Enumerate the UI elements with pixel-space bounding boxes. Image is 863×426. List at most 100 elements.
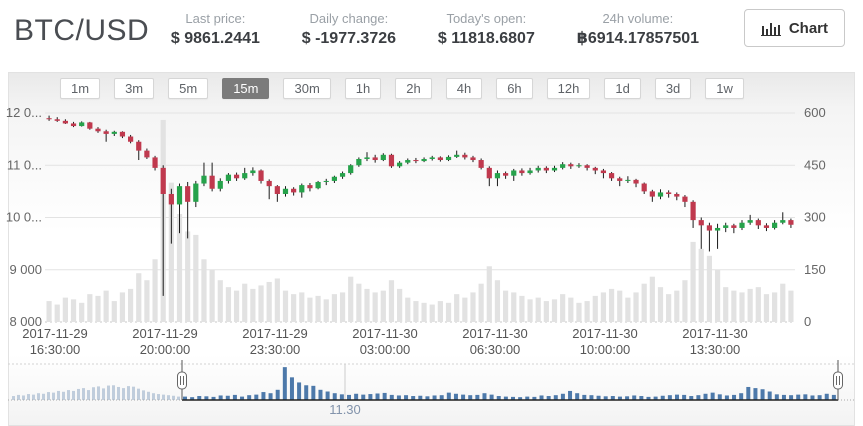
candle-body bbox=[291, 188, 297, 193]
navigator-bar-selected bbox=[425, 396, 430, 400]
volume-bar bbox=[356, 283, 362, 322]
navigator-bar-selected bbox=[218, 395, 223, 400]
candle-body bbox=[454, 154, 460, 157]
interval-button-4h[interactable]: 4h bbox=[445, 78, 483, 99]
volume-bar bbox=[225, 287, 232, 322]
candle-body bbox=[242, 173, 248, 179]
candle-body bbox=[462, 154, 468, 158]
candle-body bbox=[568, 164, 574, 167]
x-tick-time: 23:30:00 bbox=[250, 342, 301, 357]
chart-button[interactable]: Chart bbox=[743, 9, 845, 47]
interval-button-1h[interactable]: 1h bbox=[344, 78, 382, 99]
stat-value: $ 9861.2441 bbox=[170, 30, 260, 47]
x-tick-time: 13:30:00 bbox=[690, 342, 741, 357]
volume-bar bbox=[706, 255, 713, 322]
volume-bar bbox=[79, 302, 85, 322]
price-chart[interactable]: 12 0... 600 11 0... 450 10 0... 300 9 000 150 8 … bbox=[0, 100, 863, 426]
navigator-bar-selected bbox=[511, 396, 515, 400]
stat-label: Last price: bbox=[185, 11, 246, 26]
navigator-bar-selected bbox=[710, 392, 715, 400]
volume-bar bbox=[519, 295, 525, 322]
x-tick-date: 2017-11-30 bbox=[462, 326, 528, 341]
x-tick-date: 2017-11-30 bbox=[352, 326, 418, 341]
volume-bar bbox=[258, 285, 264, 322]
navigator-bar-selected bbox=[589, 395, 594, 400]
volume-bar bbox=[388, 280, 395, 322]
interval-button-1w[interactable]: 1w bbox=[705, 78, 744, 99]
navigator-bar-selected bbox=[190, 397, 195, 400]
candle-body bbox=[633, 179, 639, 184]
candle-body bbox=[299, 185, 305, 193]
navigator-bar-selected bbox=[646, 396, 651, 400]
candle-body bbox=[502, 173, 509, 176]
price-axis-label: 9 000 bbox=[9, 262, 42, 277]
interval-button-1m[interactable]: 1m bbox=[60, 78, 101, 99]
navigator-bar-selected bbox=[831, 394, 836, 400]
interval-button-12h[interactable]: 12h bbox=[546, 78, 591, 99]
candle-body bbox=[690, 201, 696, 221]
interval-button-2h[interactable]: 2h bbox=[395, 78, 432, 99]
navigator-bar-selected bbox=[282, 367, 287, 400]
navigator-bar-selected bbox=[311, 385, 316, 400]
navigator-bar-unselected bbox=[82, 388, 85, 400]
navigator-bar-selected bbox=[482, 393, 487, 400]
interval-button-5m[interactable]: 5m bbox=[168, 78, 209, 99]
navigator-bar-unselected bbox=[72, 390, 75, 400]
interval-button-15m[interactable]: 15m bbox=[222, 78, 270, 99]
candle-body bbox=[217, 180, 223, 189]
navigator-bar-selected bbox=[753, 388, 758, 400]
volume-bar bbox=[266, 281, 272, 322]
navigator-bar-unselected bbox=[62, 391, 65, 400]
stat-24h-volume: 24h volume: ฿6914.17857501 bbox=[577, 10, 699, 48]
candle-body bbox=[348, 165, 354, 174]
volume-bar bbox=[576, 302, 582, 322]
interval-button-3m[interactable]: 3m bbox=[114, 78, 155, 99]
interval-button-3d[interactable]: 3d bbox=[654, 78, 692, 99]
navigator-handle-left[interactable] bbox=[177, 360, 187, 400]
candle-body bbox=[266, 180, 272, 187]
navigator-bar-selected bbox=[211, 396, 216, 400]
navigator[interactable]: 11.30 bbox=[8, 360, 855, 417]
pair-title: BTC/USD bbox=[14, 14, 150, 47]
candle-body bbox=[127, 136, 134, 142]
volume-axis-label: 0 bbox=[804, 314, 811, 329]
volume-bar bbox=[364, 288, 370, 322]
candle-body bbox=[136, 141, 142, 151]
volume-bar bbox=[127, 288, 134, 322]
navigator-bar-selected bbox=[375, 393, 380, 400]
candle-body bbox=[413, 160, 419, 162]
volume-bar bbox=[274, 278, 280, 322]
navigator-handle-right[interactable] bbox=[833, 360, 843, 400]
stat-today-s-open: Today's open: $ 11818.6807 bbox=[438, 10, 535, 48]
interval-button-1d[interactable]: 1d bbox=[604, 78, 641, 99]
volume-bar bbox=[772, 292, 778, 322]
candle-body bbox=[445, 156, 452, 161]
volume-bar bbox=[584, 301, 590, 322]
volume-bar bbox=[747, 288, 753, 322]
volume-bar bbox=[462, 297, 468, 322]
navigator-bar-selected bbox=[496, 396, 501, 400]
volume-bar bbox=[763, 294, 770, 322]
chart-button-label: Chart bbox=[788, 19, 828, 37]
navigator-bar-selected bbox=[539, 395, 544, 400]
volume-bar bbox=[87, 294, 93, 322]
navigator-bar-selected bbox=[803, 394, 808, 400]
interval-button-6h[interactable]: 6h bbox=[496, 78, 533, 99]
candle-body bbox=[511, 170, 517, 176]
interval-button-30m[interactable]: 30m bbox=[283, 78, 331, 99]
candle-body bbox=[160, 167, 166, 194]
candle-body bbox=[388, 154, 395, 167]
candle-body bbox=[152, 157, 158, 168]
volume-bar bbox=[666, 294, 672, 322]
navigator-bar-selected bbox=[625, 396, 630, 400]
navigator-bar-selected bbox=[289, 377, 294, 400]
navigator-bar-selected bbox=[632, 395, 637, 400]
volume-bar bbox=[372, 292, 378, 322]
navigator-bar-selected bbox=[532, 396, 537, 400]
candle-body bbox=[193, 183, 199, 202]
navigator-bar-unselected bbox=[92, 387, 95, 400]
x-tick-time: 06:30:00 bbox=[470, 342, 521, 357]
price-axis-label: 12 0... bbox=[6, 105, 42, 120]
navigator-bar-selected bbox=[689, 396, 694, 400]
navigator-bar-selected bbox=[439, 395, 444, 400]
